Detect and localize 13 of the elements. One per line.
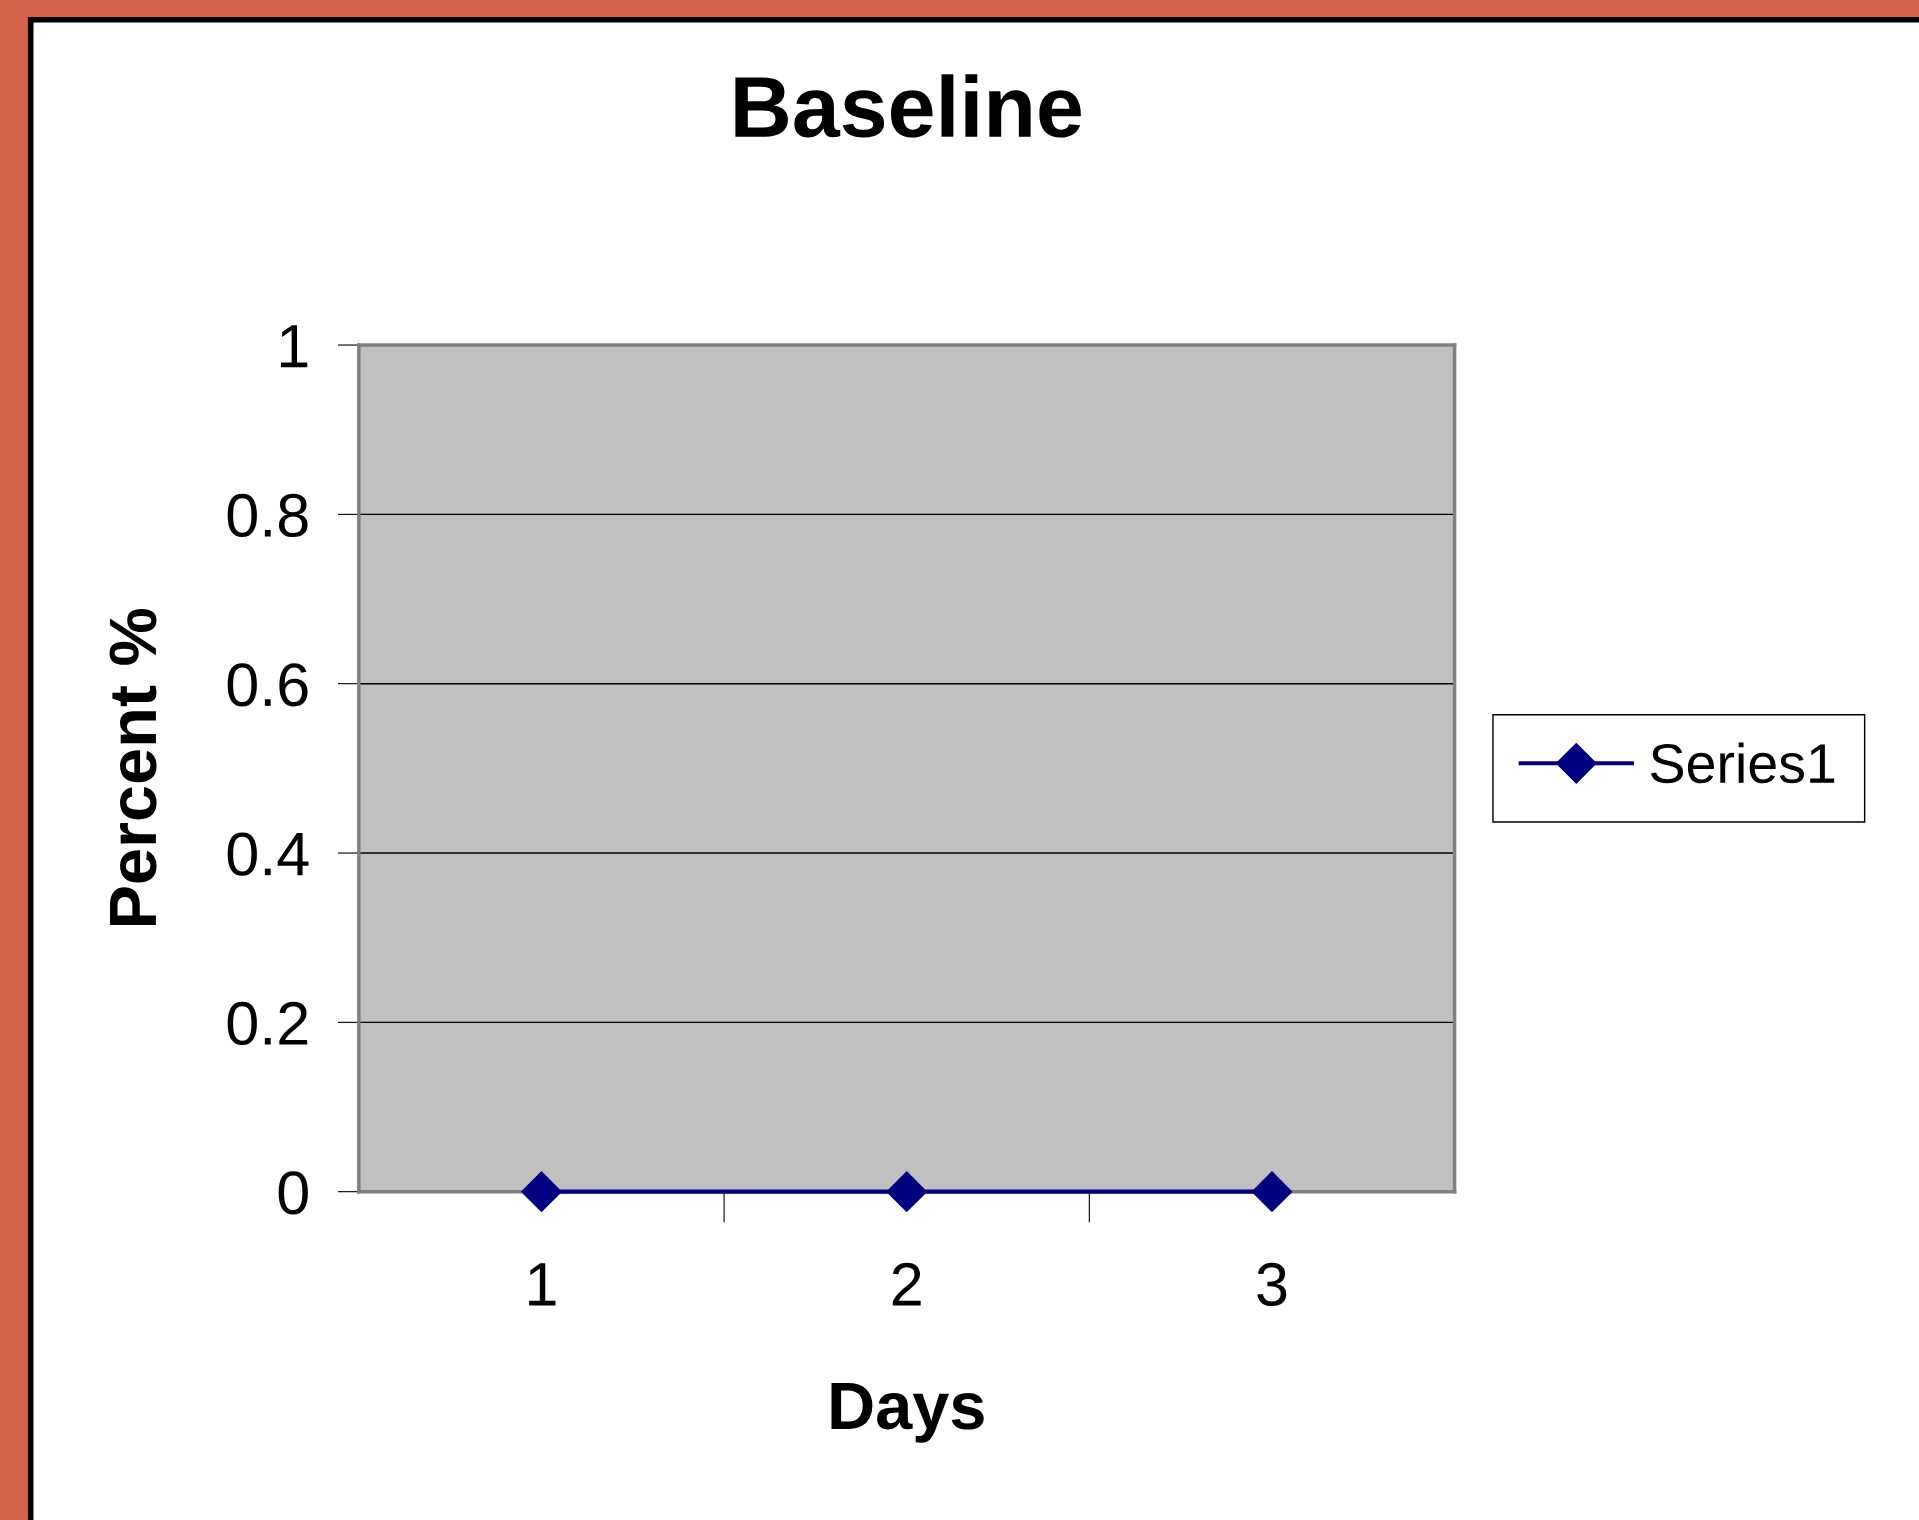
y-tick-label: 0: [278, 1171, 308, 1215]
y-axis-title: Percent %: [109, 608, 157, 926]
x-tick-label: 1: [529, 1263, 556, 1306]
y-tick-label: 0.4: [227, 832, 309, 876]
x-axis-title: Days: [831, 1383, 984, 1443]
chart-title: Baseline: [735, 74, 1081, 138]
x-tick-label: 3: [1257, 1262, 1287, 1307]
x-tick-label: 2: [892, 1262, 921, 1306]
y-tick-label: 0.8: [227, 493, 308, 538]
y-tick-label: 1: [280, 325, 308, 368]
legend-label: Series1: [1651, 742, 1835, 784]
y-tick-label: 0.2: [227, 1001, 308, 1046]
y-tick-label: 0.6: [227, 663, 308, 707]
